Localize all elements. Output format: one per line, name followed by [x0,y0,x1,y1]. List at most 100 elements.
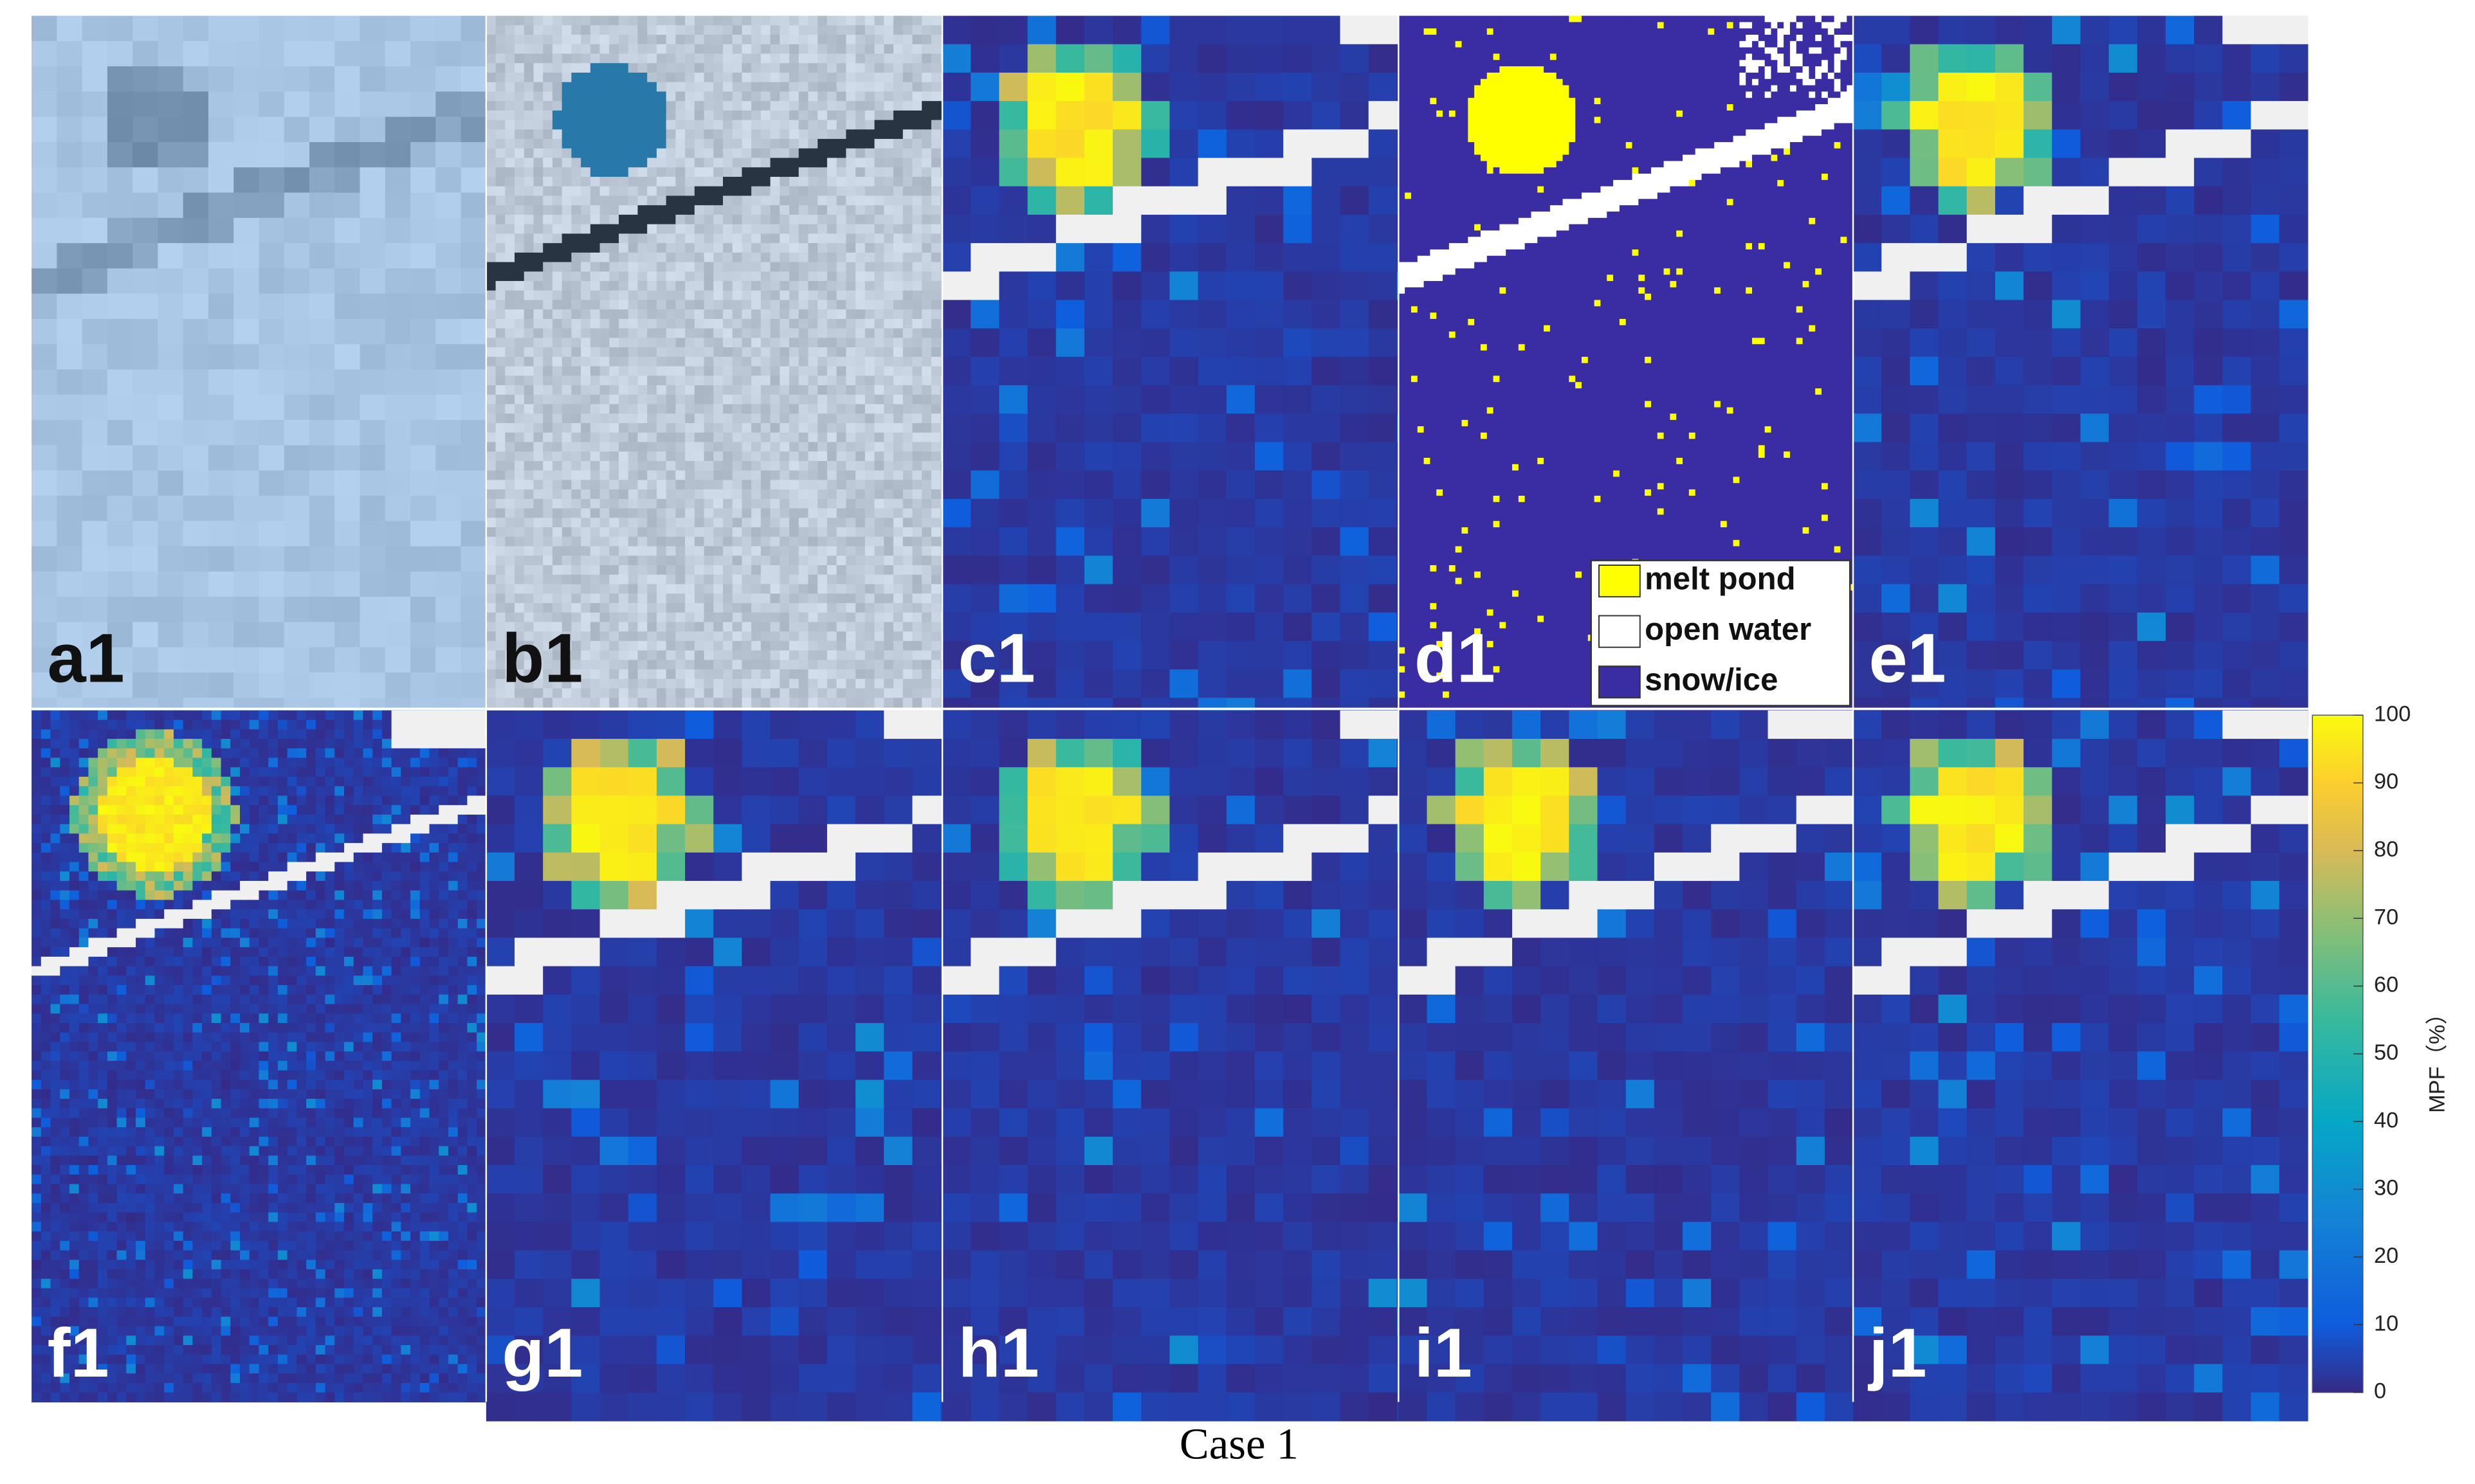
pixel [751,290,762,301]
pixel [1141,385,1171,415]
pixel [874,470,885,481]
pixel [836,338,847,348]
pixel [309,394,336,421]
pixel [1226,129,1256,159]
pixel [893,243,904,253]
pixel [562,536,572,547]
pixel [410,546,437,572]
pixel [1340,470,1369,500]
pixel [902,148,913,159]
pixel [183,192,209,219]
pixel [798,224,809,235]
pixel [760,660,771,670]
pixel [704,139,714,149]
pixel [284,571,310,597]
pixel [647,527,657,538]
pixel [808,15,818,26]
pixel [1283,101,1313,131]
pixel [912,129,922,140]
pixel [722,25,733,35]
pixel [675,53,686,64]
pixel [922,214,932,225]
pixel [902,413,913,424]
pixel [524,442,534,452]
pixel [694,518,705,528]
pixel [694,508,705,519]
pixel [647,101,657,111]
pixel [524,536,534,547]
pixel [685,101,695,111]
pixel [562,678,572,689]
pixel [1506,15,1513,23]
pixel [1733,15,1740,23]
pixel [461,470,487,496]
pixel [599,480,610,490]
pixel [1802,41,1810,48]
pixel [836,101,847,111]
pixel [694,271,705,282]
pixel [1746,47,1753,55]
pixel [770,318,781,329]
pixel [846,584,856,594]
pixel [742,318,752,329]
pixel [694,82,705,93]
pixel [524,205,534,215]
pixel [931,602,942,613]
pixel [599,498,610,509]
pixel [893,214,904,225]
pixel [581,442,591,452]
pixel [922,176,932,187]
pixel [694,480,705,490]
pixel [1486,35,1494,42]
pixel [495,546,506,557]
pixel [1638,22,1645,29]
pixel [666,262,677,273]
pixel [666,574,677,585]
pixel [543,63,553,73]
pixel [619,176,629,187]
pixel [552,129,563,140]
pixel [609,262,619,273]
pixel [827,640,837,651]
pixel [864,300,875,310]
pixel [789,536,799,547]
pixel [628,556,639,566]
pixel [722,82,733,93]
pixel [874,63,885,73]
pixel [902,309,913,320]
pixel [798,678,809,689]
pixel [864,556,875,566]
pixel [637,480,648,490]
pixel [581,72,591,83]
pixel [1430,35,1437,42]
pixel [1815,47,1822,55]
pixel [912,25,922,35]
pixel [543,518,553,528]
pixel [32,571,58,597]
pixel [385,420,411,446]
pixel [435,268,462,294]
pixel [971,584,1000,613]
pixel [1827,22,1835,29]
pixel [1784,15,1791,23]
pixel [1619,22,1627,29]
pixel [619,698,629,708]
pixel [628,328,639,339]
pixel [827,622,837,632]
pixel [827,460,837,471]
pixel [1055,214,1085,244]
pixel [685,63,695,73]
pixel [524,480,534,490]
pixel [742,470,752,481]
pixel [461,597,487,623]
pixel [656,688,667,698]
pixel [309,622,336,648]
pixel [666,91,677,102]
pixel [770,35,781,45]
pixel [515,91,525,102]
pixel [874,660,885,670]
pixel [912,556,922,566]
pixel [590,498,601,509]
pixel [874,574,885,585]
pixel [1283,72,1313,102]
